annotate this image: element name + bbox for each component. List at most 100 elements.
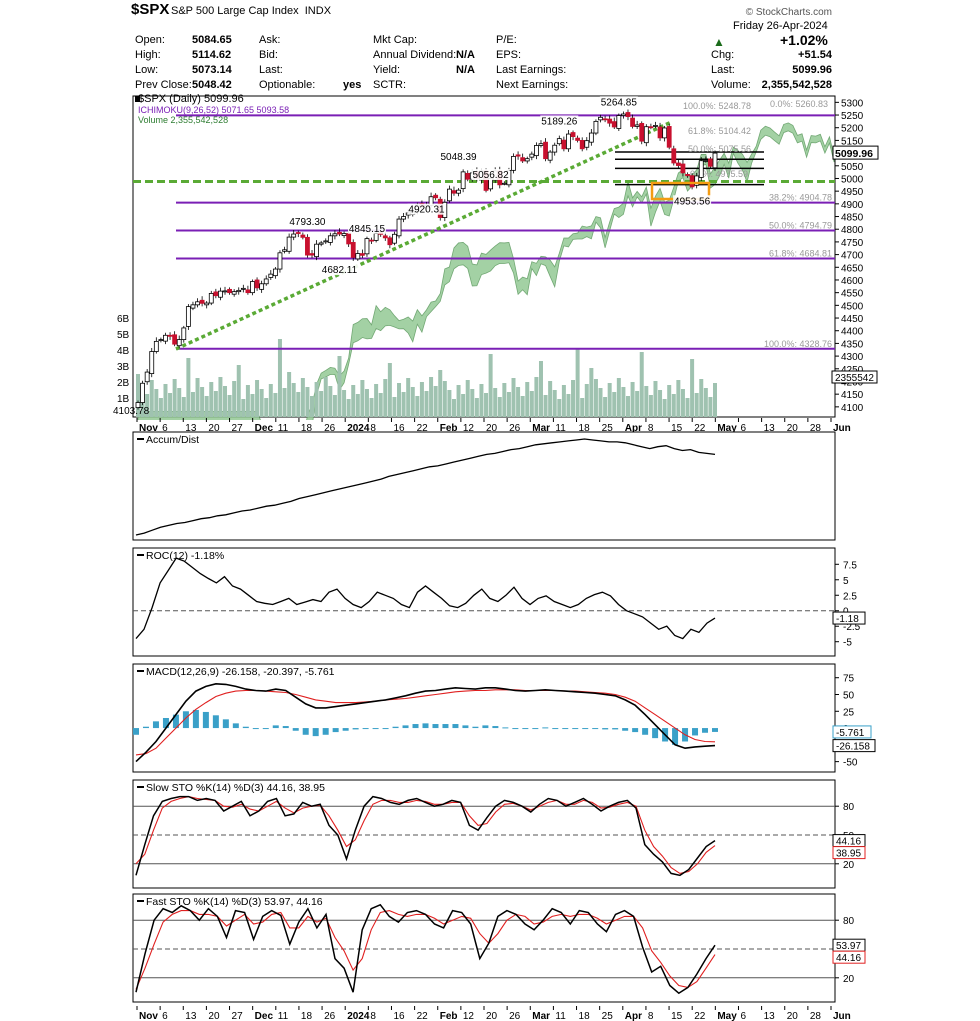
site-credit: © StockCharts.com bbox=[745, 7, 832, 18]
volume-axis-label: 6B bbox=[117, 314, 130, 325]
indicator-panel-frame bbox=[132, 663, 836, 773]
volume-bar bbox=[653, 381, 658, 417]
x-tick-label: 22 bbox=[694, 1011, 706, 1021]
fib-label: 100.0%: 4328.76 bbox=[764, 339, 832, 349]
indicator-title: ROC(12) -1.18% bbox=[146, 550, 224, 562]
candle-body bbox=[520, 157, 526, 162]
volume-bar bbox=[374, 384, 379, 417]
value-box bbox=[832, 611, 866, 625]
volume-bar bbox=[255, 380, 260, 417]
volume-bar bbox=[621, 387, 626, 417]
volume-bar bbox=[644, 386, 649, 417]
x-tick-label: 26 bbox=[509, 423, 521, 434]
x-tick-label: 11 bbox=[555, 423, 566, 434]
candle-body bbox=[584, 140, 590, 148]
volume-bar bbox=[429, 377, 434, 417]
candle-body bbox=[259, 283, 265, 290]
candle-body bbox=[305, 236, 310, 256]
x-tick-label: 11 bbox=[278, 423, 289, 434]
y-tick-label: 25 bbox=[843, 707, 855, 718]
candle-body bbox=[323, 240, 329, 243]
fib-label: 38.2%: 4904.78 bbox=[769, 193, 832, 203]
annotation-bg bbox=[673, 195, 712, 207]
x-tick-label: Jun bbox=[833, 423, 851, 434]
volume-bar bbox=[200, 387, 205, 417]
price-annotation: 4845.15 bbox=[349, 224, 386, 235]
volume-bar bbox=[232, 381, 237, 417]
volume-bar bbox=[612, 392, 617, 417]
x-tick-label: 28 bbox=[810, 1011, 822, 1021]
candle-body bbox=[662, 127, 668, 139]
y-tick-label: 5250 bbox=[841, 111, 864, 122]
x-tick-label: 16 bbox=[393, 423, 405, 434]
price-annotation: 5048.39 bbox=[440, 152, 477, 163]
volume-bar bbox=[346, 399, 351, 417]
volume-bar bbox=[273, 393, 278, 417]
macd-histogram-bar bbox=[332, 728, 339, 733]
y-tick-label: 5050 bbox=[841, 162, 864, 173]
fib-label: 61.8%: 4684.81 bbox=[769, 248, 832, 258]
value-box bbox=[832, 725, 872, 739]
candle-body bbox=[369, 239, 374, 242]
macd-histogram-bar bbox=[262, 728, 269, 730]
indicator-panel-frame bbox=[132, 779, 836, 889]
volume-bar bbox=[456, 385, 461, 417]
macd-histogram-bar bbox=[352, 728, 359, 730]
candle-body bbox=[598, 116, 603, 121]
candle-body bbox=[593, 120, 599, 134]
volume-bar bbox=[493, 388, 498, 417]
candle-body bbox=[359, 253, 365, 256]
volume-bar bbox=[662, 399, 667, 417]
volume-bar bbox=[168, 393, 173, 417]
macd-histogram-bar bbox=[342, 728, 349, 731]
x-tick-label: 2024 bbox=[347, 1011, 370, 1021]
candle-body bbox=[547, 151, 553, 161]
x-tick-label: 27 bbox=[232, 1011, 244, 1021]
candle-body bbox=[291, 233, 297, 238]
volume-bar bbox=[635, 391, 640, 417]
x-tick-label: 20 bbox=[486, 1011, 498, 1021]
x-tick-label: 6 bbox=[740, 1011, 746, 1021]
symbol[interactable]: $SPX bbox=[131, 1, 170, 18]
price-annotation: 4682.11 bbox=[322, 265, 358, 276]
ichimoku-legend: ICHIMOKU(9,26,52) 5071.65 5093.58 bbox=[138, 105, 289, 115]
y-tick-label: 4550 bbox=[841, 289, 864, 300]
sto-last-d: 38.95 bbox=[836, 849, 861, 860]
volume-bar bbox=[571, 380, 576, 417]
candle-body bbox=[364, 238, 370, 255]
candle-body bbox=[167, 334, 173, 337]
volume-bar bbox=[694, 393, 699, 417]
candle-body bbox=[552, 144, 558, 153]
x-tick-label: 18 bbox=[301, 423, 313, 434]
volume-bar bbox=[136, 374, 140, 417]
volume-axis-label: 5B bbox=[117, 330, 130, 341]
macd-histogram-bar bbox=[522, 728, 529, 730]
volume-bar bbox=[616, 378, 621, 417]
candle-body bbox=[149, 351, 155, 375]
candle-body bbox=[648, 126, 654, 129]
accum-dist-line bbox=[135, 438, 716, 536]
volume-bar bbox=[685, 398, 690, 417]
volume-bar bbox=[474, 398, 479, 417]
macd-histogram-bar bbox=[542, 727, 549, 729]
sto-k-line bbox=[135, 903, 716, 995]
volume-bar bbox=[470, 389, 475, 417]
macd-histogram-bar bbox=[532, 728, 539, 730]
quote-label: Mkt Cap: bbox=[373, 34, 418, 46]
candle-body bbox=[643, 126, 649, 144]
macd-histogram-bar bbox=[412, 724, 419, 729]
candle-body bbox=[566, 133, 571, 150]
volume-bar bbox=[149, 380, 154, 417]
candle-body bbox=[236, 289, 242, 293]
x-tick-label: Feb bbox=[440, 1011, 458, 1021]
x-tick-label: Mar bbox=[532, 423, 550, 434]
candle-body bbox=[561, 139, 567, 150]
volume-bar bbox=[383, 379, 388, 417]
y-tick-label: 4650 bbox=[841, 263, 864, 274]
candle-body bbox=[199, 299, 205, 304]
volume-bar bbox=[607, 383, 612, 417]
candle-body bbox=[556, 138, 562, 145]
candle-body bbox=[309, 253, 315, 256]
candle-body bbox=[263, 278, 269, 285]
candle-body bbox=[543, 141, 548, 160]
